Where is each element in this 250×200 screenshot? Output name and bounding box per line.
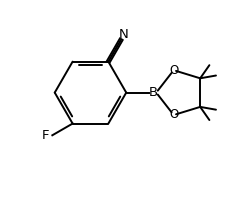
- Text: O: O: [169, 64, 178, 77]
- Text: O: O: [169, 108, 178, 121]
- Text: N: N: [119, 28, 129, 41]
- Text: B: B: [149, 86, 158, 99]
- Text: F: F: [42, 129, 49, 142]
